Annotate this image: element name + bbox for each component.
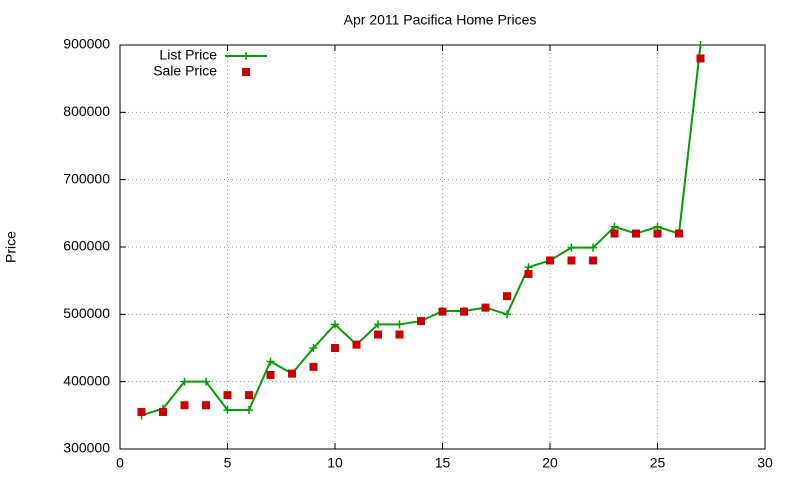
point [567, 256, 576, 265]
x-tick-label: 15 [435, 455, 451, 471]
point [610, 222, 619, 231]
point [352, 340, 361, 349]
legend-label: Sale Price [153, 63, 217, 79]
x-tick-label: 0 [116, 455, 124, 471]
y-tick-label: 700000 [63, 170, 110, 186]
point [180, 377, 189, 386]
point [266, 370, 275, 379]
x-tick-label: 5 [224, 455, 232, 471]
y-tick-label: 400000 [63, 372, 110, 388]
point [223, 391, 232, 400]
y-tick-label: 900000 [63, 36, 110, 52]
legend-label: List Price [159, 47, 217, 63]
point [696, 41, 705, 49]
point [589, 256, 597, 265]
point [460, 307, 468, 316]
point [567, 243, 576, 252]
point [137, 407, 146, 416]
y-tick-label: 500000 [63, 305, 110, 321]
point [309, 344, 318, 352]
point [180, 401, 189, 410]
point [374, 330, 382, 339]
y-tick-label: 300000 [63, 440, 110, 456]
point [288, 369, 296, 378]
point [438, 307, 447, 316]
plot-border [119, 44, 766, 450]
chart-title: Apr 2011 Pacifica Home Prices [344, 12, 537, 28]
y-axis-label: Price [3, 231, 19, 263]
point [546, 256, 554, 265]
point [610, 229, 619, 238]
point [223, 405, 232, 414]
legend-marker [242, 68, 250, 76]
point [245, 391, 253, 400]
point [653, 229, 662, 238]
point [309, 362, 318, 371]
point [524, 263, 533, 272]
point [632, 229, 640, 238]
y-tick-label: 600000 [63, 238, 110, 254]
x-tick-label: 20 [542, 455, 558, 471]
point [589, 243, 597, 252]
point [481, 303, 490, 312]
point [503, 292, 511, 301]
x-tick-label: 10 [327, 455, 343, 471]
point [331, 344, 339, 352]
point [266, 357, 275, 366]
x-tick-label: 30 [757, 455, 773, 471]
legend-marker [242, 52, 250, 60]
point [331, 320, 339, 329]
point [503, 310, 511, 319]
point [675, 229, 683, 238]
point [245, 405, 253, 414]
point [524, 269, 533, 278]
point [374, 320, 382, 329]
point [417, 317, 425, 326]
point [696, 54, 705, 63]
point [395, 320, 404, 329]
point [395, 330, 404, 339]
point [159, 407, 167, 416]
point [202, 401, 210, 410]
y-tick-label: 800000 [63, 103, 110, 119]
point [653, 222, 662, 231]
point [202, 377, 210, 386]
x-tick-label: 25 [650, 455, 666, 471]
